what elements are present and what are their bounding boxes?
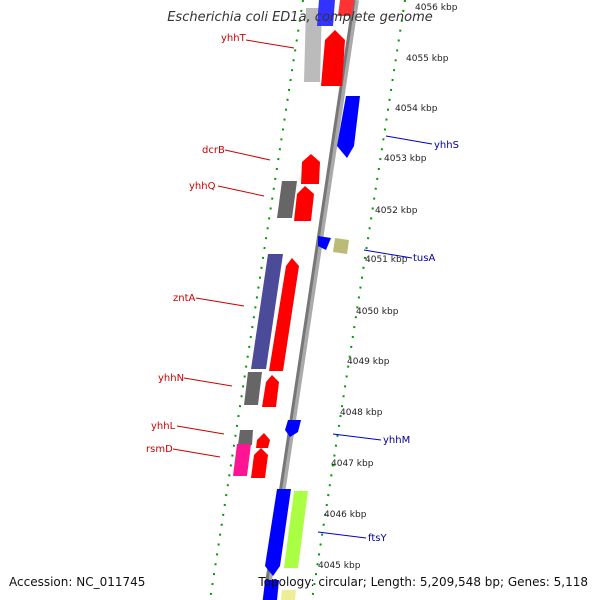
tick-label: 4053 kbp xyxy=(384,154,427,164)
tick-label: 4051 kbp xyxy=(365,255,408,265)
gene-zntA-purple xyxy=(251,254,283,369)
gene-dcrB xyxy=(301,154,320,184)
gene-label-left[interactable]: yhhQ xyxy=(189,181,216,192)
gene-ftsY-green xyxy=(284,491,308,568)
tick-label: 4047 kbp xyxy=(331,459,374,469)
gene-features xyxy=(233,0,360,600)
gene-yhhT-block xyxy=(304,8,322,82)
gene-label-left[interactable]: yhhL xyxy=(151,421,176,432)
topology-label: Topology: circular; Length: 5,209,548 bp… xyxy=(258,575,588,589)
gene-yhhS xyxy=(337,96,360,158)
gene-label-right[interactable]: tusA xyxy=(413,253,435,264)
gene-bottom-blue xyxy=(263,580,279,600)
gene-rsmD-red xyxy=(251,448,268,478)
gene-yhhL-red xyxy=(256,433,270,448)
gene-yhhT-red xyxy=(321,30,345,86)
gene-label-right[interactable]: ftsY xyxy=(368,533,387,544)
gene-label-right[interactable]: yhhM xyxy=(383,435,410,446)
gene-yhhM xyxy=(285,420,301,437)
gene-zntA-red xyxy=(269,258,299,371)
kbp-scale: 4056 kbp 4055 kbp 4054 kbp 4053 kbp 4052… xyxy=(318,3,458,571)
tick-label: 4050 kbp xyxy=(356,307,399,317)
gene-blue-top xyxy=(317,0,335,26)
gene-label-left[interactable]: rsmD xyxy=(146,444,173,455)
outer-scale-ring xyxy=(311,0,406,600)
right-gene-labels: yhhS tusA yhhM ftsY xyxy=(317,135,459,544)
gene-red-top xyxy=(338,0,354,16)
gene-yhhN-red xyxy=(262,375,279,407)
gene-bottom-yellow xyxy=(281,590,296,600)
tick-label: 4056 kbp xyxy=(415,3,458,13)
tick-label: 4048 kbp xyxy=(340,408,383,418)
tick-label: 4045 kbp xyxy=(318,561,361,571)
gene-tusA-olive xyxy=(333,238,349,254)
inner-scale-ring xyxy=(209,0,304,600)
gene-label-left[interactable]: yhhN xyxy=(158,373,184,384)
left-gene-labels: yhhT dcrB yhhQ zntA yhhN yhhL rsmD xyxy=(146,33,295,458)
gene-label-left[interactable]: dcrB xyxy=(202,145,225,156)
gene-label-left[interactable]: yhhT xyxy=(221,33,247,44)
tick-label: 4055 kbp xyxy=(406,54,449,64)
gene-tusA-blue xyxy=(318,236,331,250)
accession-label: Accession: NC_011745 xyxy=(9,575,146,589)
gene-label-right[interactable]: yhhS xyxy=(434,140,459,151)
gene-yhhL-grey xyxy=(238,430,253,445)
tick-label: 4054 kbp xyxy=(395,104,438,114)
genome-title: Escherichia coli ED1a, complete genome xyxy=(167,10,433,25)
tick-label: 4049 kbp xyxy=(347,357,390,367)
tick-label: 4052 kbp xyxy=(375,206,418,216)
gene-ftsY-blue xyxy=(265,489,291,576)
gene-rsmD-pink xyxy=(233,444,251,476)
gene-yhhQ-red xyxy=(294,186,314,221)
tick-label: 4046 kbp xyxy=(324,510,367,520)
gene-yhhQ-grey xyxy=(277,181,297,218)
gene-yhhN-grey xyxy=(244,372,262,405)
gene-label-left[interactable]: zntA xyxy=(173,293,196,304)
